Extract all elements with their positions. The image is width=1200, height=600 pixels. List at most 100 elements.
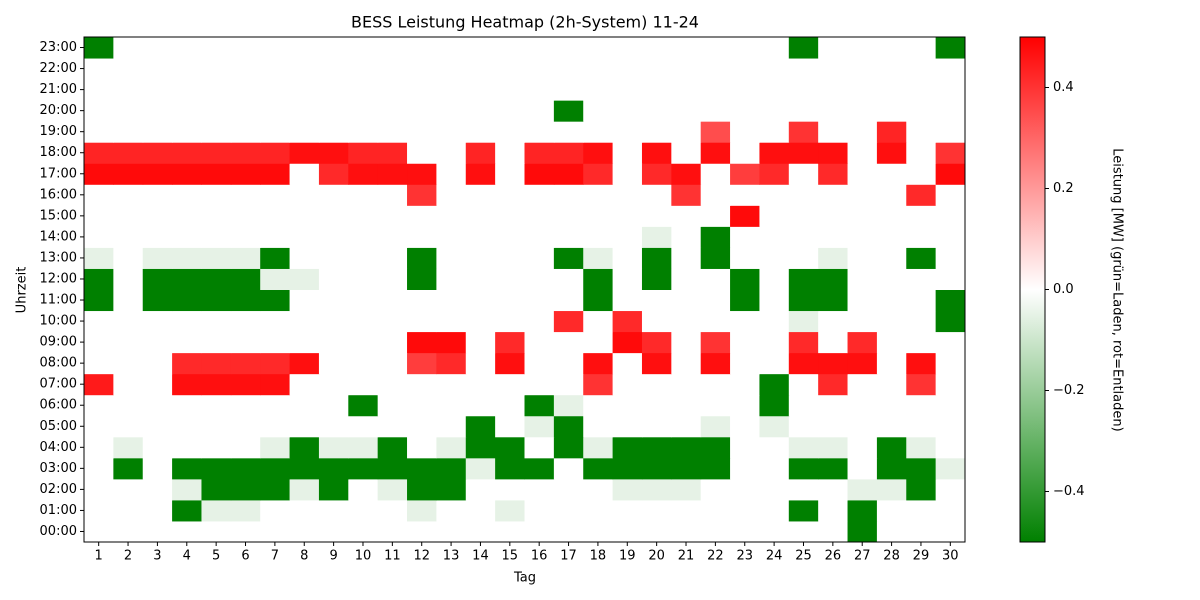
- heatmap-cell: [84, 289, 114, 312]
- heatmap-cell: [583, 415, 614, 438]
- heatmap-cell: [201, 310, 232, 333]
- heatmap-cell: [113, 79, 144, 101]
- heatmap-cell: [876, 268, 907, 290]
- heatmap-cell: [788, 142, 819, 164]
- heatmap-cell: [113, 373, 144, 396]
- heatmap-cell: [84, 415, 114, 438]
- heatmap-cell: [318, 331, 349, 354]
- heatmap-cell: [142, 268, 173, 290]
- heatmap-cell: [641, 184, 672, 206]
- heatmap-cell: [524, 247, 555, 269]
- heatmap-cell: [612, 394, 643, 417]
- heatmap-cell: [465, 79, 496, 101]
- heatmap-cell: [172, 184, 202, 206]
- heatmap-cell: [318, 268, 349, 290]
- heatmap-cell: [201, 142, 232, 164]
- x-tick-label: 20: [648, 549, 665, 564]
- heatmap-cell: [759, 352, 790, 375]
- y-tick-label: 12:00: [40, 271, 77, 286]
- x-tick-label: 27: [854, 549, 871, 564]
- heatmap-cell: [230, 457, 261, 480]
- heatmap-cell: [436, 331, 467, 354]
- heatmap-cell: [553, 142, 584, 164]
- heatmap-cell: [289, 373, 320, 396]
- heatmap-cell: [407, 100, 437, 122]
- heatmap-cell: [612, 121, 643, 143]
- heatmap-cell: [906, 163, 937, 185]
- heatmap-cell: [436, 268, 467, 290]
- y-tick-label: 23:00: [40, 40, 77, 55]
- heatmap-cell: [700, 142, 731, 164]
- heatmap-cell: [847, 79, 878, 101]
- heatmap-cell: [318, 247, 349, 269]
- heatmap-cell: [230, 310, 261, 333]
- heatmap-cell: [818, 394, 849, 417]
- heatmap-cell: [788, 205, 819, 227]
- heatmap-cell: [377, 352, 408, 375]
- heatmap-cell: [318, 142, 349, 164]
- heatmap-cell: [172, 352, 202, 375]
- heatmap-cell: [759, 205, 790, 227]
- heatmap-cell: [876, 310, 907, 333]
- heatmap-cell: [348, 184, 379, 206]
- heatmap-cell: [172, 331, 202, 354]
- heatmap-cell: [436, 289, 467, 312]
- x-tick-label: 18: [590, 549, 607, 564]
- heatmap-cell: [436, 142, 467, 164]
- heatmap-cell: [172, 394, 202, 417]
- heatmap-cell: [700, 226, 731, 248]
- heatmap-cell: [524, 121, 555, 143]
- heatmap-cell: [906, 394, 937, 417]
- heatmap-cell: [142, 142, 173, 164]
- x-tick-label: 23: [736, 549, 753, 564]
- heatmap-cell: [876, 226, 907, 248]
- heatmap-cell: [818, 436, 849, 459]
- heatmap-cell: [818, 268, 849, 290]
- heatmap-cell: [230, 163, 261, 185]
- heatmap-cell: [348, 436, 379, 459]
- heatmap-cell: [818, 310, 849, 333]
- heatmap-cell: [759, 436, 790, 459]
- heatmap-cell: [142, 373, 173, 396]
- heatmap-cell: [583, 58, 614, 80]
- heatmap-cell: [935, 100, 966, 122]
- heatmap-cell: [84, 352, 114, 375]
- heatmap-cell: [818, 205, 849, 227]
- heatmap-cell: [876, 373, 907, 396]
- heatmap-cell: [935, 352, 966, 375]
- heatmap-cell: [788, 394, 819, 417]
- y-tick-label: 17:00: [40, 166, 77, 181]
- heatmap-cell: [847, 121, 878, 143]
- heatmap-cell: [318, 121, 349, 143]
- heatmap-cell: [495, 121, 525, 143]
- heatmap-cell: [201, 331, 232, 354]
- x-tick-label: 1: [95, 549, 103, 564]
- heatmap-cell: [260, 247, 291, 269]
- y-tick-label: 00:00: [40, 524, 77, 539]
- heatmap-cell: [700, 163, 731, 185]
- y-tick-label: 06:00: [40, 398, 77, 413]
- heatmap-cell: [906, 268, 937, 290]
- heatmap-cell: [318, 415, 349, 438]
- heatmap-cell: [377, 184, 408, 206]
- heatmap-cell: [553, 457, 584, 480]
- heatmap-cell: [436, 184, 467, 206]
- heatmap-cell: [612, 184, 643, 206]
- heatmap-cell: [906, 310, 937, 333]
- heatmap-cell: [700, 58, 731, 80]
- heatmap-cell: [700, 520, 731, 543]
- heatmap-cell: [465, 100, 496, 122]
- y-tick-label: 10:00: [40, 314, 77, 329]
- heatmap-cell: [612, 289, 643, 312]
- heatmap-cell: [847, 499, 878, 522]
- heatmap-cell: [553, 373, 584, 396]
- heatmap-cell: [230, 121, 261, 143]
- heatmap-cell: [348, 100, 379, 122]
- heatmap-cell: [671, 268, 702, 290]
- heatmap-cell: [436, 100, 467, 122]
- heatmap-cell: [553, 205, 584, 227]
- heatmap-cell: [172, 79, 202, 101]
- heatmap-cell: [436, 226, 467, 248]
- heatmap-cell: [524, 205, 555, 227]
- y-tick-label: 05:00: [40, 419, 77, 434]
